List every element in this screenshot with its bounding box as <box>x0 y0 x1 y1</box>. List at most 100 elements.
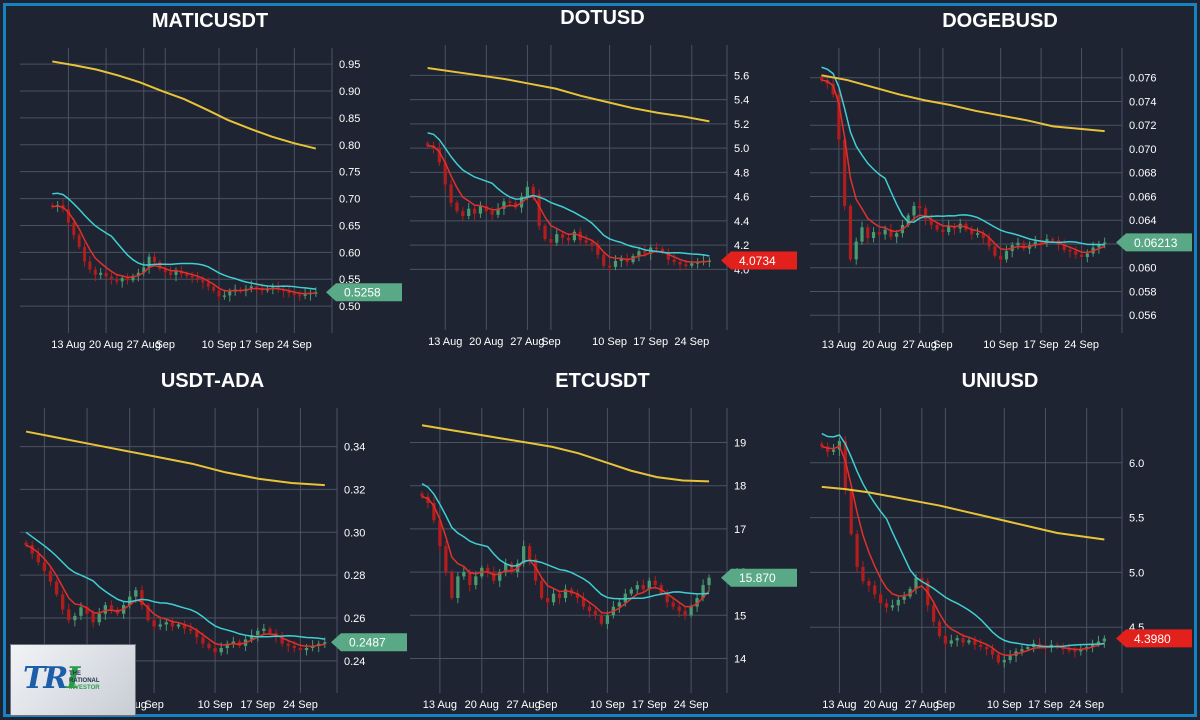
candle-body <box>602 254 606 266</box>
candle-body <box>619 258 623 261</box>
candle-body <box>153 256 156 263</box>
candle-body <box>551 593 556 603</box>
y-tick-label: 0.072 <box>1129 120 1157 132</box>
candle-body <box>262 628 266 631</box>
candle-body <box>136 272 140 276</box>
candle-body <box>932 605 936 622</box>
chart-title: DOTUSD <box>560 7 645 29</box>
y-tick-label: 5.6 <box>734 70 749 82</box>
candle-body <box>1033 241 1037 246</box>
x-tick-label: 20 Aug <box>864 699 898 711</box>
candle-body <box>83 246 87 262</box>
candle-body <box>60 594 65 610</box>
candle-body <box>920 577 924 582</box>
candle-body <box>537 194 541 226</box>
x-tick-label: 13 Aug <box>428 336 462 348</box>
candle-body <box>280 637 284 644</box>
candle-body <box>93 269 97 275</box>
x-tick-label: 27 Aug <box>507 699 541 711</box>
candle-body <box>492 572 496 581</box>
candle-body <box>498 572 502 581</box>
candle-body <box>510 563 514 573</box>
candle-body <box>190 276 194 278</box>
candle-body <box>566 237 571 241</box>
candle-body <box>456 576 460 598</box>
candle-body <box>1020 649 1024 652</box>
candle-body <box>134 590 138 597</box>
x-tick-label: 27 Aug <box>510 336 544 348</box>
candle-body <box>581 598 586 607</box>
candle-body <box>837 94 841 140</box>
candle-body <box>189 628 193 631</box>
candle-body <box>91 613 95 623</box>
candle-body <box>158 624 162 627</box>
candle-body <box>54 581 59 595</box>
candle-body <box>212 286 216 291</box>
candle-body <box>647 580 651 590</box>
candle-body <box>1068 249 1072 252</box>
candle-body <box>449 184 453 203</box>
logo-mark: TRI <box>23 661 80 696</box>
candle-body <box>1051 239 1055 241</box>
candle-body <box>665 593 669 603</box>
x-tick-label: 27 Aug <box>903 339 937 351</box>
candle-body <box>66 209 70 223</box>
y-tick-label: 0.066 <box>1129 191 1157 203</box>
y-tick-label: 0.068 <box>1129 168 1157 180</box>
y-tick-label: 0.75 <box>339 167 360 179</box>
candle-body <box>103 605 108 614</box>
candle-body <box>1085 253 1089 257</box>
candle-body <box>861 566 865 582</box>
candle-body <box>937 621 942 636</box>
y-tick-label: 0.24 <box>344 656 365 668</box>
candle-body <box>128 596 132 606</box>
x-tick-label: 17 Sep <box>239 339 274 351</box>
ma-mid-line <box>25 531 325 640</box>
y-tick-label: 0.30 <box>344 527 365 539</box>
candle-body <box>1102 638 1106 642</box>
chart-title: ETCUSDT <box>555 370 650 392</box>
x-tick-label: 20 Aug <box>89 339 123 351</box>
candle-body <box>1008 655 1012 661</box>
candle-body <box>256 630 260 636</box>
candle-body <box>152 620 156 627</box>
chart-title: DOGEBUSD <box>942 10 1058 32</box>
price-label-text: 0.06213 <box>1134 236 1178 250</box>
y-tick-label: 18 <box>734 481 746 493</box>
candle-body <box>690 263 694 266</box>
chart-panel-usdt-ada: USDT-ADA 0.240.260.280.300.320.3413 Aug2… <box>20 370 407 715</box>
candle-body <box>158 262 162 270</box>
candle-body <box>906 215 910 225</box>
candle-body <box>975 233 980 235</box>
candle-body <box>637 251 641 257</box>
chart-panel-dotusd: DOTUSD 4.0 4.2 4.4 4.6 4.8 5.0 5.2 5.4 5.6 13 Aug… <box>410 7 797 352</box>
y-tick-label: 15 <box>734 610 746 622</box>
candle-body <box>1097 243 1101 248</box>
candle-body <box>195 630 199 638</box>
candle-body <box>496 208 500 215</box>
x-tick-label: 17 Sep <box>1024 339 1059 351</box>
y-tick-label: 0.074 <box>1129 96 1157 108</box>
candle-body <box>201 637 205 644</box>
y-tick-label: 0.95 <box>339 59 360 71</box>
candle-body <box>286 643 290 646</box>
candle-body <box>572 231 576 241</box>
x-tick-label: 20 Aug <box>465 699 499 711</box>
candle-body <box>533 559 538 581</box>
candle-body <box>268 628 272 633</box>
candle-body <box>196 277 199 280</box>
candle-body <box>896 599 900 606</box>
candle-body <box>292 645 297 648</box>
candle-body <box>826 446 830 452</box>
candle-body <box>474 576 478 586</box>
candle-body <box>831 449 836 452</box>
candle-body <box>77 235 81 247</box>
candle-body <box>879 594 883 604</box>
candle-body <box>1103 242 1107 244</box>
x-tick-label: 10 Sep <box>983 339 1018 351</box>
candle-body <box>472 208 477 214</box>
candle-body <box>684 264 688 267</box>
candle-body <box>1074 251 1078 255</box>
candle-body <box>584 240 588 243</box>
x-tick-label: 10 Sep <box>202 339 237 351</box>
